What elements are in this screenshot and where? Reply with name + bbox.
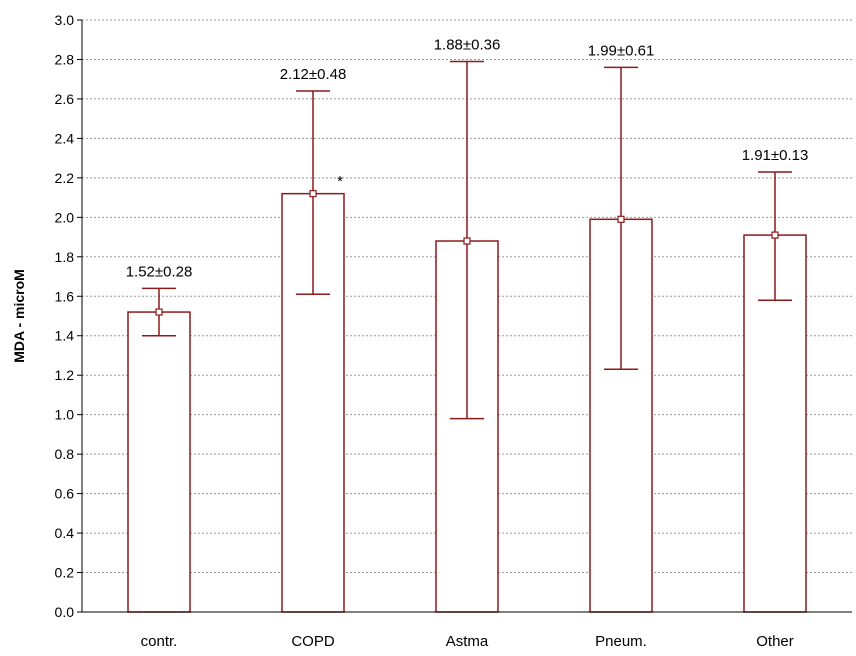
y-tick-label: 2.8 — [55, 51, 75, 67]
y-axis-ticks: 0.0 0.2 0.4 0.6 0.8 1.0 1.2 1.4 1.6 1.8 2.0 2.2 2.4 2… — [55, 12, 82, 620]
mean-marker — [463, 237, 471, 245]
y-tick-label: 2.4 — [55, 130, 75, 146]
y-tick-label: 0.0 — [55, 604, 75, 620]
y-tick-label: 0.8 — [55, 446, 75, 462]
y-tick-label: 1.2 — [55, 367, 75, 383]
mean-marker — [771, 231, 779, 239]
data-label: 2.12±0.48 — [280, 66, 347, 83]
y-tick-label: 0.6 — [55, 486, 75, 502]
y-tick-label: 0.2 — [55, 565, 75, 581]
mean-marker — [309, 190, 317, 198]
x-axis-categories: contr. COPD Astma Pneum. Other — [141, 633, 794, 650]
y-tick-label: 2.2 — [55, 170, 75, 186]
x-category-label: Other — [756, 633, 794, 650]
data-label: 1.52±0.28 — [126, 263, 193, 280]
y-tick-label: 1.4 — [55, 328, 75, 344]
mean-marker — [617, 215, 625, 223]
y-tick-label: 1.6 — [55, 288, 75, 304]
data-label: 1.99±0.61 — [588, 42, 655, 59]
significance-marker: * — [337, 173, 343, 190]
error-bars — [142, 60, 792, 420]
x-category-label: contr. — [141, 633, 178, 650]
y-tick-label: 3.0 — [55, 12, 75, 28]
x-category-label: COPD — [291, 633, 335, 650]
y-tick-label: 1.0 — [55, 407, 75, 423]
data-label: 1.88±0.36 — [434, 36, 501, 53]
y-tick-label: 2.6 — [55, 91, 75, 107]
mean-marker — [155, 308, 163, 316]
x-category-label: Pneum. — [595, 633, 647, 650]
y-tick-label: 0.4 — [55, 525, 75, 541]
bar — [127, 311, 191, 613]
y-tick-label: 1.8 — [55, 249, 75, 265]
data-labels: 1.52±0.28 2.12±0.48 * 1.88±0.36 1.99±0.61 1.9… — [126, 36, 809, 280]
y-axis-title: MDA - microM — [11, 269, 27, 363]
x-category-label: Astma — [446, 633, 489, 650]
data-label: 1.91±0.13 — [742, 147, 809, 164]
y-tick-label: 2.0 — [55, 209, 75, 225]
